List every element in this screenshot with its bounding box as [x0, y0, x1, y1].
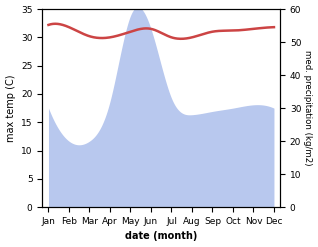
Y-axis label: max temp (C): max temp (C) [5, 74, 16, 142]
Y-axis label: med. precipitation (kg/m2): med. precipitation (kg/m2) [303, 50, 313, 166]
X-axis label: date (month): date (month) [125, 231, 197, 242]
